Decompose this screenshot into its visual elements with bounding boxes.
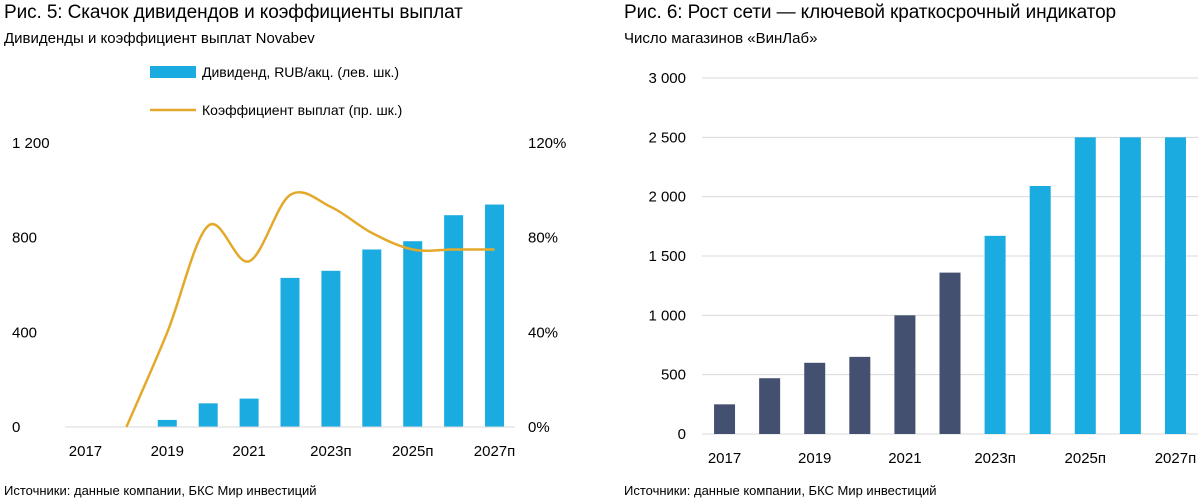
x-tick-label: 2019: [798, 450, 831, 467]
y-tick-label: 500: [661, 367, 686, 384]
store-count-bar: [1164, 137, 1186, 435]
y-tick-label: 2 500: [648, 129, 686, 146]
dividend-bar: [321, 270, 341, 427]
store-count-bar: [714, 404, 736, 434]
store-count-bar: [849, 356, 871, 434]
legend-bar-label: Дивиденд, RUB/акц. (лев. шк.): [202, 64, 399, 80]
dividend-payout-chart: Дивиденд, RUB/акц. (лев. шк.) Коэффициент…: [12, 64, 566, 460]
y-tick-label: 1 500: [648, 248, 686, 265]
figure-6-subtitle: Число магазинов «ВинЛаб»: [624, 30, 818, 47]
y-tick-label: 1 000: [648, 307, 686, 324]
store-count-bar: [1119, 137, 1141, 435]
figure-6-source: Источники: данные компании, БКС Мир инве…: [624, 483, 937, 498]
dividend-bar: [157, 419, 177, 427]
store-count-bar: [939, 272, 961, 434]
x-tick-label: 2021: [232, 443, 265, 460]
y-tick-label: 0: [678, 426, 686, 443]
dividend-bar: [485, 204, 505, 427]
dividend-bar: [239, 398, 259, 427]
y-right-tick-label: 0%: [528, 419, 550, 436]
store-count-bar: [759, 378, 781, 434]
x-tick-label: 2023п: [974, 450, 1016, 467]
dividend-bar: [362, 249, 382, 427]
y-left-tick-label: 1 200: [12, 135, 50, 152]
x-tick-label: 2025п: [392, 443, 434, 460]
figure-5-title: Рис. 5: Скачок дивидендов и коэффициенты…: [4, 2, 463, 23]
figure-6-title: Рис. 6: Рост сети — ключевой краткосрочн…: [624, 2, 1117, 23]
x-tick-label: 2017: [69, 443, 102, 460]
y-tick-label: 3 000: [648, 70, 686, 87]
legend-line-label: Коэффициент выплат (пр. шк.): [202, 102, 402, 118]
dividend-bar: [280, 277, 300, 427]
payout-ratio-line: [125, 190, 495, 428]
x-tick-label: 2027п: [1155, 450, 1197, 467]
y-left-tick-label: 0: [12, 419, 20, 436]
y-right-tick-label: 80%: [528, 230, 558, 247]
y-left-tick-label: 400: [12, 324, 37, 341]
x-tick-label: 2027п: [474, 443, 516, 460]
y-left-tick-label: 800: [12, 230, 37, 247]
store-count-bar: [1029, 185, 1051, 434]
figure-5-panel: Рис. 5: Скачок дивидендов и коэффициенты…: [4, 2, 566, 498]
x-tick-label: 2019: [151, 443, 184, 460]
store-count-chart: 0 500 1 000 1 500 2 000 2 500 3 000 2017 2019 202…: [648, 70, 1198, 467]
legend-bar-swatch: [150, 66, 196, 78]
store-count-bar: [894, 315, 916, 434]
store-count-bar: [804, 362, 826, 434]
dividend-bar: [444, 215, 464, 427]
x-tick-label: 2017: [708, 450, 741, 467]
y-tick-label: 2 000: [648, 189, 686, 206]
x-tick-label: 2025п: [1065, 450, 1107, 467]
figure-6-panel: Рис. 6: Рост сети — ключевой краткосрочн…: [620, 0, 1200, 503]
figure-5-source: Источники: данные компании, БКС Мир инве…: [4, 483, 317, 498]
figure-5-subtitle: Дивиденды и коэффициент выплат Novabev: [4, 30, 315, 47]
x-tick-label: 2023п: [310, 443, 352, 460]
dividend-bar: [198, 403, 218, 427]
store-count-bar: [1074, 137, 1096, 435]
x-tick-label: 2021: [888, 450, 921, 467]
y-right-tick-label: 40%: [528, 324, 558, 341]
dividend-bar: [403, 241, 423, 427]
store-count-bar: [984, 235, 1006, 434]
y-right-tick-label: 120%: [528, 135, 566, 152]
